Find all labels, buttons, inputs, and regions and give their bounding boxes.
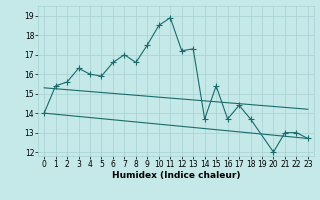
X-axis label: Humidex (Indice chaleur): Humidex (Indice chaleur) xyxy=(112,171,240,180)
